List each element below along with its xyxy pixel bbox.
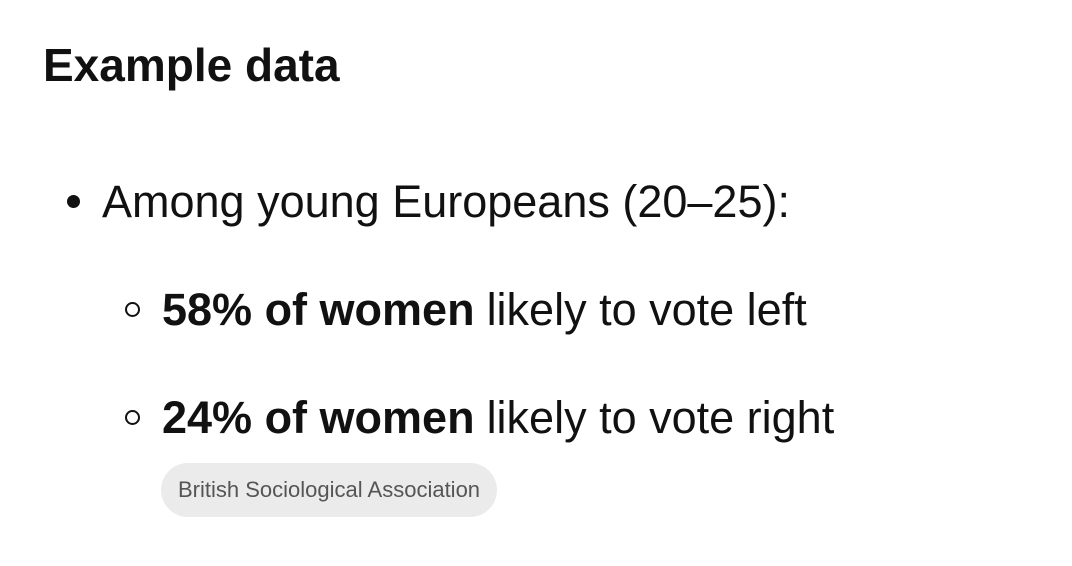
sub-item: 24% of women likely to vote right (162, 392, 834, 444)
source-chip[interactable]: British Sociological Association (161, 463, 498, 517)
heading: Example data (43, 39, 340, 91)
sub-bullet (125, 302, 140, 317)
item-text: likely to vote right (486, 392, 835, 443)
bullet (67, 195, 80, 208)
sub-bullet (125, 410, 140, 425)
bold-text: 24% of women (162, 392, 475, 443)
list-item: Among young Europeans (20–25): (102, 176, 790, 227)
sub-item: 58% of women likely to vote left (162, 284, 807, 336)
item-text: likely to vote left (486, 284, 807, 335)
bold-text: 58% of women (162, 284, 475, 335)
